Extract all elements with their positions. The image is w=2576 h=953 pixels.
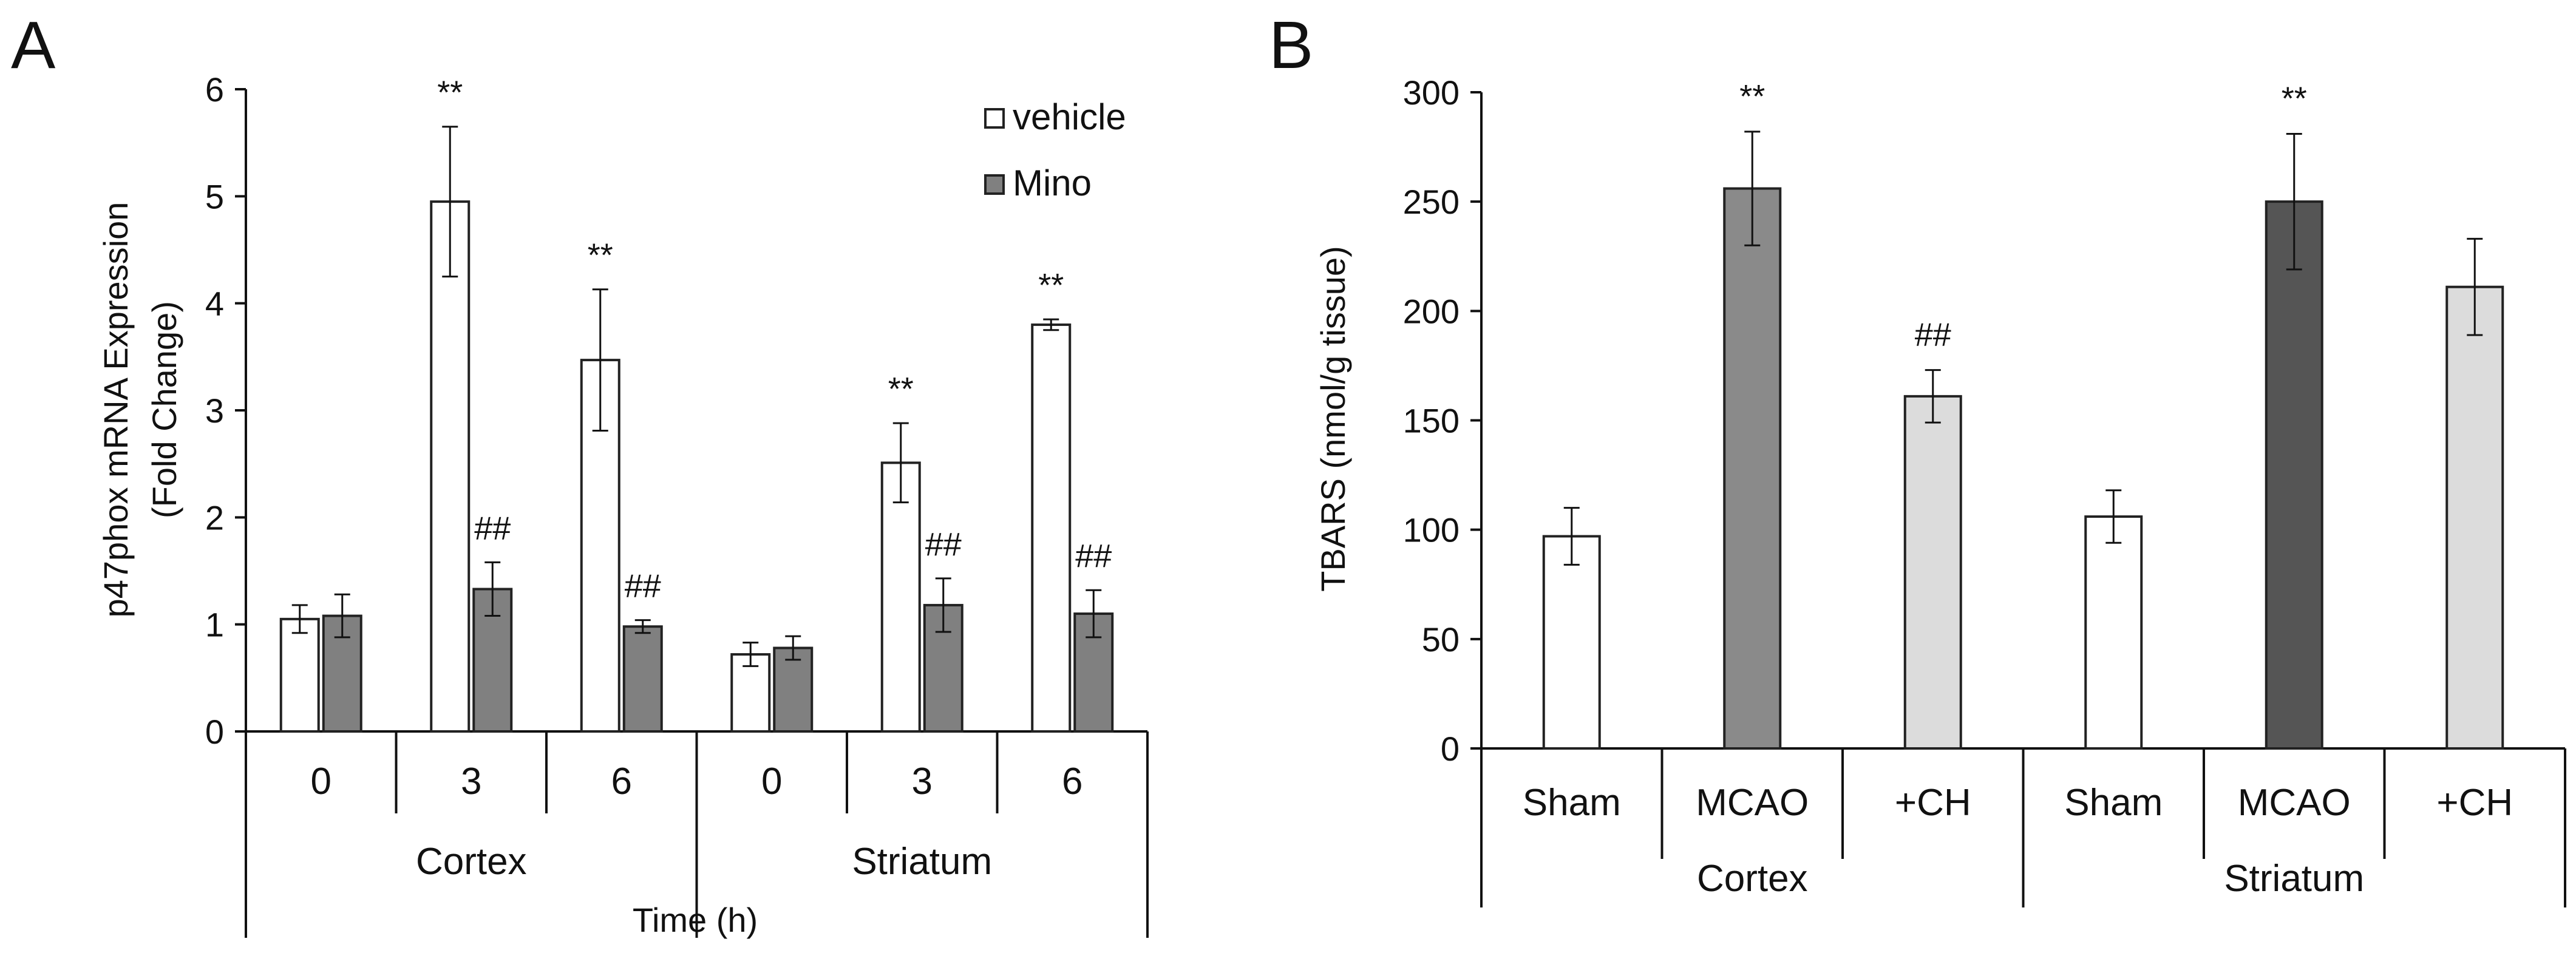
chart-b-group-label: Cortex (1697, 858, 1808, 900)
chart-a-y-tick-label: 1 (205, 606, 224, 644)
chart-b-tbars: 0 50 100 150 200 250 300 Sham MCAO +CH Sham MCAO +CH… (1403, 73, 2566, 907)
chart-b-category-label: +CH (2436, 782, 2513, 824)
chart-a-category-label: 6 (611, 761, 632, 802)
chart-b-significance-label: ** (1739, 78, 1765, 115)
chart-a-bar-vehicle (730, 653, 771, 733)
chart-a-y-tick-label: 5 (205, 177, 224, 215)
chart-a-ylabel-line2: (Fold Change) (145, 301, 183, 518)
chart-a-bar-vehicle (430, 200, 471, 733)
chart-a-p47phox-expression: 0 1 2 3 4 5 6 0 3 6 0 3 6 Cortex Striatum ** ** ** ** ## ## #… (205, 70, 1149, 938)
chart-a-significance-label: ** (437, 75, 463, 111)
chart-a-group-label: Cortex (416, 841, 527, 883)
chart-b-category-label: MCAO (2238, 782, 2351, 824)
chart-a-significance-label: ## (1075, 538, 1112, 574)
chart-b-bar-mcao (2265, 200, 2323, 750)
legend-swatch-mino (984, 174, 1005, 195)
chart-b-bar-sham (2084, 515, 2143, 750)
chart-a-category-label: 3 (912, 761, 933, 802)
chart-b-bar-sham (1542, 535, 1601, 750)
panel-letter-b: B (1269, 8, 1313, 83)
panel-letter-a: A (11, 8, 56, 83)
chart-a-y-tick-label: 3 (205, 392, 224, 430)
chart-b-y-tick-label: 150 (1403, 402, 1460, 440)
chart-b-bar-mcao (1723, 187, 1782, 750)
chart-a-bar-vehicle (1031, 323, 1072, 733)
chart-b-bar-plus-ch (1903, 395, 1962, 750)
chart-b-category-label: +CH (1895, 782, 1971, 824)
chart-b-y-tick-label: 100 (1403, 511, 1460, 549)
legend-label-mino: Mino (1013, 163, 1092, 203)
chart-a-bar-mino (622, 625, 663, 733)
chart-a-category-label: 6 (1062, 761, 1082, 802)
chart-b-group-label: Striatum (2224, 858, 2364, 900)
chart-b-y-tick-label: 200 (1403, 292, 1460, 330)
chart-a-y-tick-label: 4 (205, 285, 224, 323)
chart-a-group-label: Striatum (852, 841, 992, 883)
chart-a-y-tick-label: 6 (205, 70, 224, 109)
chart-b-significance-label: ## (1915, 317, 1951, 353)
chart-b-category-label: Sham (1523, 782, 1621, 824)
chart-b-y-tick-label: 300 (1403, 73, 1460, 112)
chart-a-y-tick-label: 2 (205, 498, 224, 537)
chart-a-bar-vehicle (880, 461, 921, 733)
legend-swatch-vehicle (984, 108, 1005, 129)
chart-a-ylabel-line1: p47phox mRNA Expression (97, 202, 135, 618)
chart-b-bar-plus-ch (2445, 285, 2504, 750)
chart-b-y-tick-label: 0 (1441, 730, 1460, 768)
chart-a-xlabel: Time (h) (633, 901, 758, 939)
chart-a-category-label: 3 (461, 761, 481, 802)
chart-a-y-tick-label: 0 (205, 713, 224, 751)
chart-b-significance-label: ** (2282, 80, 2307, 117)
chart-a-significance-label: ** (888, 371, 914, 407)
chart-b-ylabel: TBARS (nmol/g tissue) (1314, 246, 1352, 592)
chart-a-category-label: 0 (761, 761, 782, 802)
chart-a-bar-vehicle (279, 617, 320, 733)
chart-a-significance-label: ## (625, 568, 661, 605)
chart-a-legend: vehicle Mino (984, 97, 1126, 203)
legend-label-vehicle: vehicle (1013, 97, 1126, 137)
chart-a-significance-label: ## (925, 526, 962, 563)
chart-b-category-label: MCAO (1696, 782, 1809, 824)
chart-b-y-tick-label: 50 (1422, 620, 1460, 659)
chart-a-significance-label: ** (1038, 267, 1064, 304)
chart-b-y-tick-label: 250 (1403, 183, 1460, 221)
chart-a-category-label: 0 (311, 761, 331, 802)
chart-a-significance-label: ## (474, 510, 511, 546)
chart-b-category-label: Sham (2064, 782, 2163, 824)
chart-a-significance-label: ** (588, 237, 613, 274)
